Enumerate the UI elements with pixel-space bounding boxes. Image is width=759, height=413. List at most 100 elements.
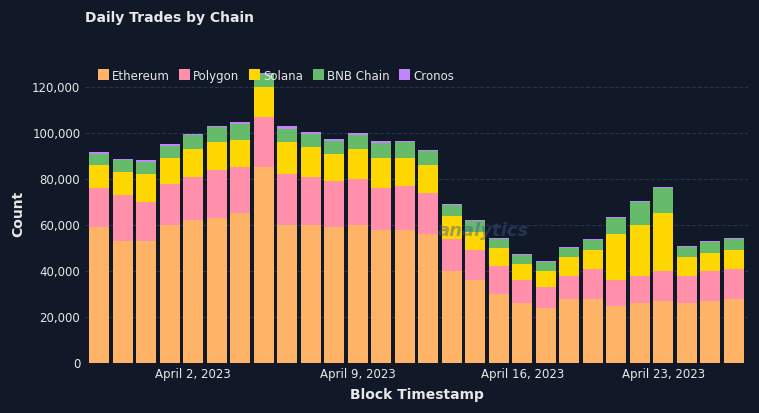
Bar [701, 241, 720, 242]
Legend: Ethereum, Polygon, Solana, BNB Chain, Cronos: Ethereum, Polygon, Solana, BNB Chain, Cr… [98, 70, 454, 83]
Bar [277, 142, 298, 174]
Bar [442, 271, 461, 363]
Bar [206, 127, 227, 142]
Bar [206, 170, 227, 218]
Bar [701, 271, 720, 301]
Bar [630, 201, 650, 202]
Bar [512, 255, 532, 264]
Bar [606, 280, 626, 306]
Text: analytics: analytics [437, 222, 528, 240]
Bar [606, 217, 626, 218]
Bar [324, 139, 345, 141]
Bar [489, 248, 509, 266]
Bar [348, 225, 368, 363]
Y-axis label: Count: Count [11, 190, 25, 237]
Bar [254, 117, 274, 167]
Bar [90, 154, 109, 165]
Bar [677, 246, 697, 247]
Bar [277, 225, 298, 363]
Bar [724, 237, 744, 239]
Bar [137, 202, 156, 241]
Bar [137, 161, 156, 174]
Bar [254, 74, 274, 87]
Bar [301, 132, 321, 134]
Bar [442, 239, 461, 271]
Bar [724, 250, 744, 269]
Bar [395, 230, 414, 363]
Bar [183, 135, 203, 149]
Bar [371, 158, 391, 188]
Bar [160, 158, 180, 183]
Bar [324, 227, 345, 363]
Bar [677, 275, 697, 303]
Bar [536, 262, 556, 271]
Bar [536, 271, 556, 287]
Bar [277, 129, 298, 142]
Bar [606, 234, 626, 280]
Bar [489, 294, 509, 363]
Bar [489, 239, 509, 248]
Bar [418, 151, 438, 165]
Bar [559, 248, 579, 257]
Bar [583, 250, 603, 269]
Bar [90, 188, 109, 227]
Bar [512, 303, 532, 363]
Bar [677, 303, 697, 363]
Bar [583, 239, 603, 240]
Bar [489, 266, 509, 294]
Bar [371, 143, 391, 158]
Bar [254, 167, 274, 363]
Bar [395, 158, 414, 186]
Bar [418, 234, 438, 363]
Bar [113, 195, 133, 241]
Bar [606, 218, 626, 234]
Bar [137, 174, 156, 202]
Bar [301, 147, 321, 177]
Bar [230, 167, 250, 214]
Bar [559, 299, 579, 363]
Bar [348, 179, 368, 225]
Bar [559, 275, 579, 299]
Bar [277, 126, 298, 129]
Bar [277, 174, 298, 225]
Bar [395, 142, 414, 158]
Bar [90, 152, 109, 154]
Bar [465, 221, 485, 232]
Bar [230, 123, 250, 140]
Bar [348, 135, 368, 149]
Bar [395, 186, 414, 230]
Bar [371, 141, 391, 143]
Bar [630, 303, 650, 363]
Bar [465, 250, 485, 280]
Bar [536, 261, 556, 262]
Bar [442, 205, 461, 216]
Bar [160, 145, 180, 158]
Bar [183, 134, 203, 135]
Bar [324, 154, 345, 181]
Bar [630, 275, 650, 303]
Bar [301, 134, 321, 147]
Bar [559, 257, 579, 275]
Bar [442, 216, 461, 239]
Bar [677, 257, 697, 275]
Bar [254, 87, 274, 117]
Bar [512, 254, 532, 255]
Bar [230, 214, 250, 363]
Bar [724, 299, 744, 363]
Bar [653, 188, 673, 214]
Bar [183, 149, 203, 177]
Bar [653, 214, 673, 271]
Bar [90, 165, 109, 188]
Bar [606, 306, 626, 363]
Bar [324, 181, 345, 227]
Bar [653, 301, 673, 363]
Bar [418, 193, 438, 234]
Bar [465, 232, 485, 250]
Bar [371, 230, 391, 363]
Bar [536, 287, 556, 308]
Bar [653, 271, 673, 301]
Bar [465, 280, 485, 363]
Bar [489, 237, 509, 239]
Bar [583, 299, 603, 363]
Bar [701, 301, 720, 363]
